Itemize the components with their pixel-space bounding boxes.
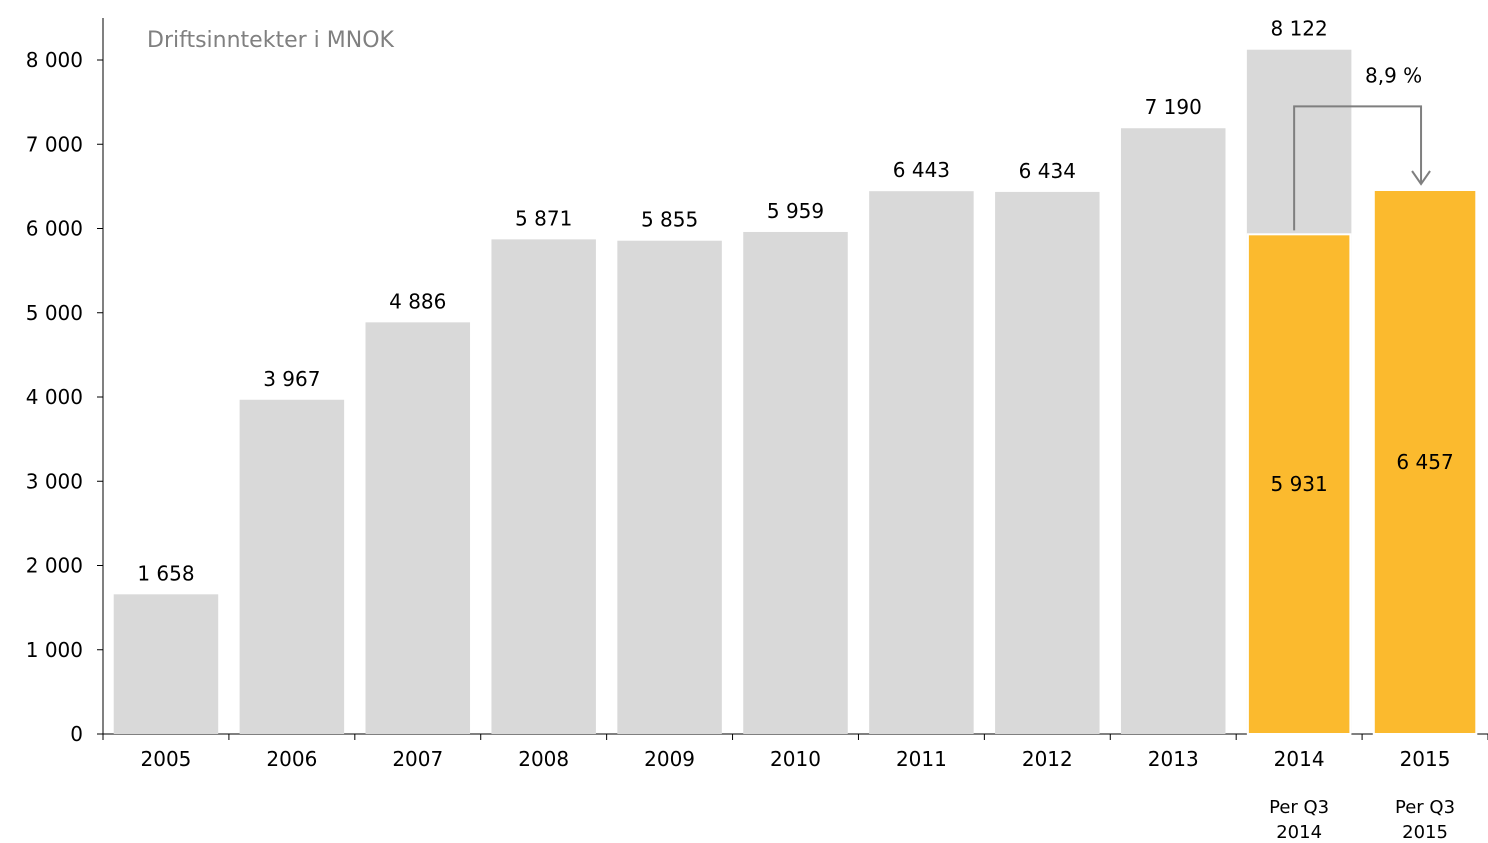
bar-annual	[239, 399, 345, 734]
y-tick-label: 8 000	[26, 48, 83, 72]
bar-annual	[1120, 128, 1226, 734]
data-label-annual: 1 658	[137, 561, 194, 585]
bar-ytd	[1372, 188, 1478, 736]
y-tick-label: 3 000	[26, 469, 83, 493]
growth-arrowhead	[1411, 170, 1431, 186]
data-label-ytd: 6 457	[1396, 450, 1453, 474]
bar-annual	[617, 240, 722, 734]
bar-annual	[743, 231, 848, 734]
y-tick-label: 2 000	[26, 554, 83, 578]
x-sub-label: Per Q3	[1395, 797, 1455, 818]
bar-annual	[365, 322, 471, 734]
x-sub-label: 2015	[1402, 822, 1448, 843]
x-tick-label: 2014	[1274, 747, 1325, 771]
data-label-ytd: 5 931	[1271, 472, 1328, 496]
data-label-annual: 5 959	[767, 199, 824, 223]
annual-bars	[113, 49, 1352, 735]
growth-annotation: 8,9 %	[1293, 63, 1431, 231]
x-tick-label: 2010	[770, 747, 821, 771]
ytd-bars	[1246, 188, 1478, 736]
x-tick-label: 2011	[896, 747, 947, 771]
y-axis: 0 1 000 2 000 3 000 4 000 5 000 6 000 7 000 8 00…	[26, 18, 104, 746]
bar-annual	[869, 191, 974, 734]
data-label-annual: 7 190	[1145, 95, 1202, 119]
bar-annual	[113, 594, 219, 734]
x-tick-label: 2009	[644, 747, 695, 771]
y-tick-label: 6 000	[26, 217, 83, 241]
growth-bracket	[1293, 105, 1423, 231]
data-labels: 1 658 3 967 4 886 5 871 5 855 5 959 6 443 6 434…	[137, 17, 1453, 586]
x-axis: 2005 2006 2007 2008 2009 2010 2011 2012 2013 2014…	[102, 733, 1488, 843]
data-label-annual: 6 434	[1019, 159, 1076, 183]
chart-title: Driftsinntekter i MNOK	[147, 28, 395, 53]
data-label-annual: 3 967	[263, 367, 320, 391]
data-label-annual: 4 886	[389, 289, 446, 313]
x-tick-label: 2008	[518, 747, 569, 771]
x-sub-label: Per Q3	[1269, 797, 1329, 818]
x-sub-label: 2014	[1276, 822, 1322, 843]
y-tick-label: 0	[70, 722, 83, 746]
y-tick-label: 1 000	[26, 638, 83, 662]
bar-ytd	[1246, 233, 1352, 735]
bar-annual	[995, 191, 1100, 735]
y-tick-label: 7 000	[26, 132, 83, 156]
x-tick-label: 2015	[1400, 747, 1451, 771]
growth-label: 8,9 %	[1365, 63, 1422, 87]
x-tick-label: 2006	[266, 747, 317, 771]
data-label-annual: 5 855	[641, 208, 698, 232]
bar-annual	[491, 239, 596, 734]
x-tick-label: 2005	[141, 747, 192, 771]
x-tick-label: 2007	[392, 747, 443, 771]
data-label-annual: 5 871	[515, 206, 572, 230]
x-tick-label: 2013	[1148, 747, 1199, 771]
data-label-annual: 8 122	[1271, 17, 1328, 41]
x-tick-label: 2012	[1022, 747, 1073, 771]
y-tick-label: 5 000	[26, 301, 83, 325]
data-label-annual: 6 443	[893, 158, 950, 182]
y-tick-label: 4 000	[26, 385, 83, 409]
